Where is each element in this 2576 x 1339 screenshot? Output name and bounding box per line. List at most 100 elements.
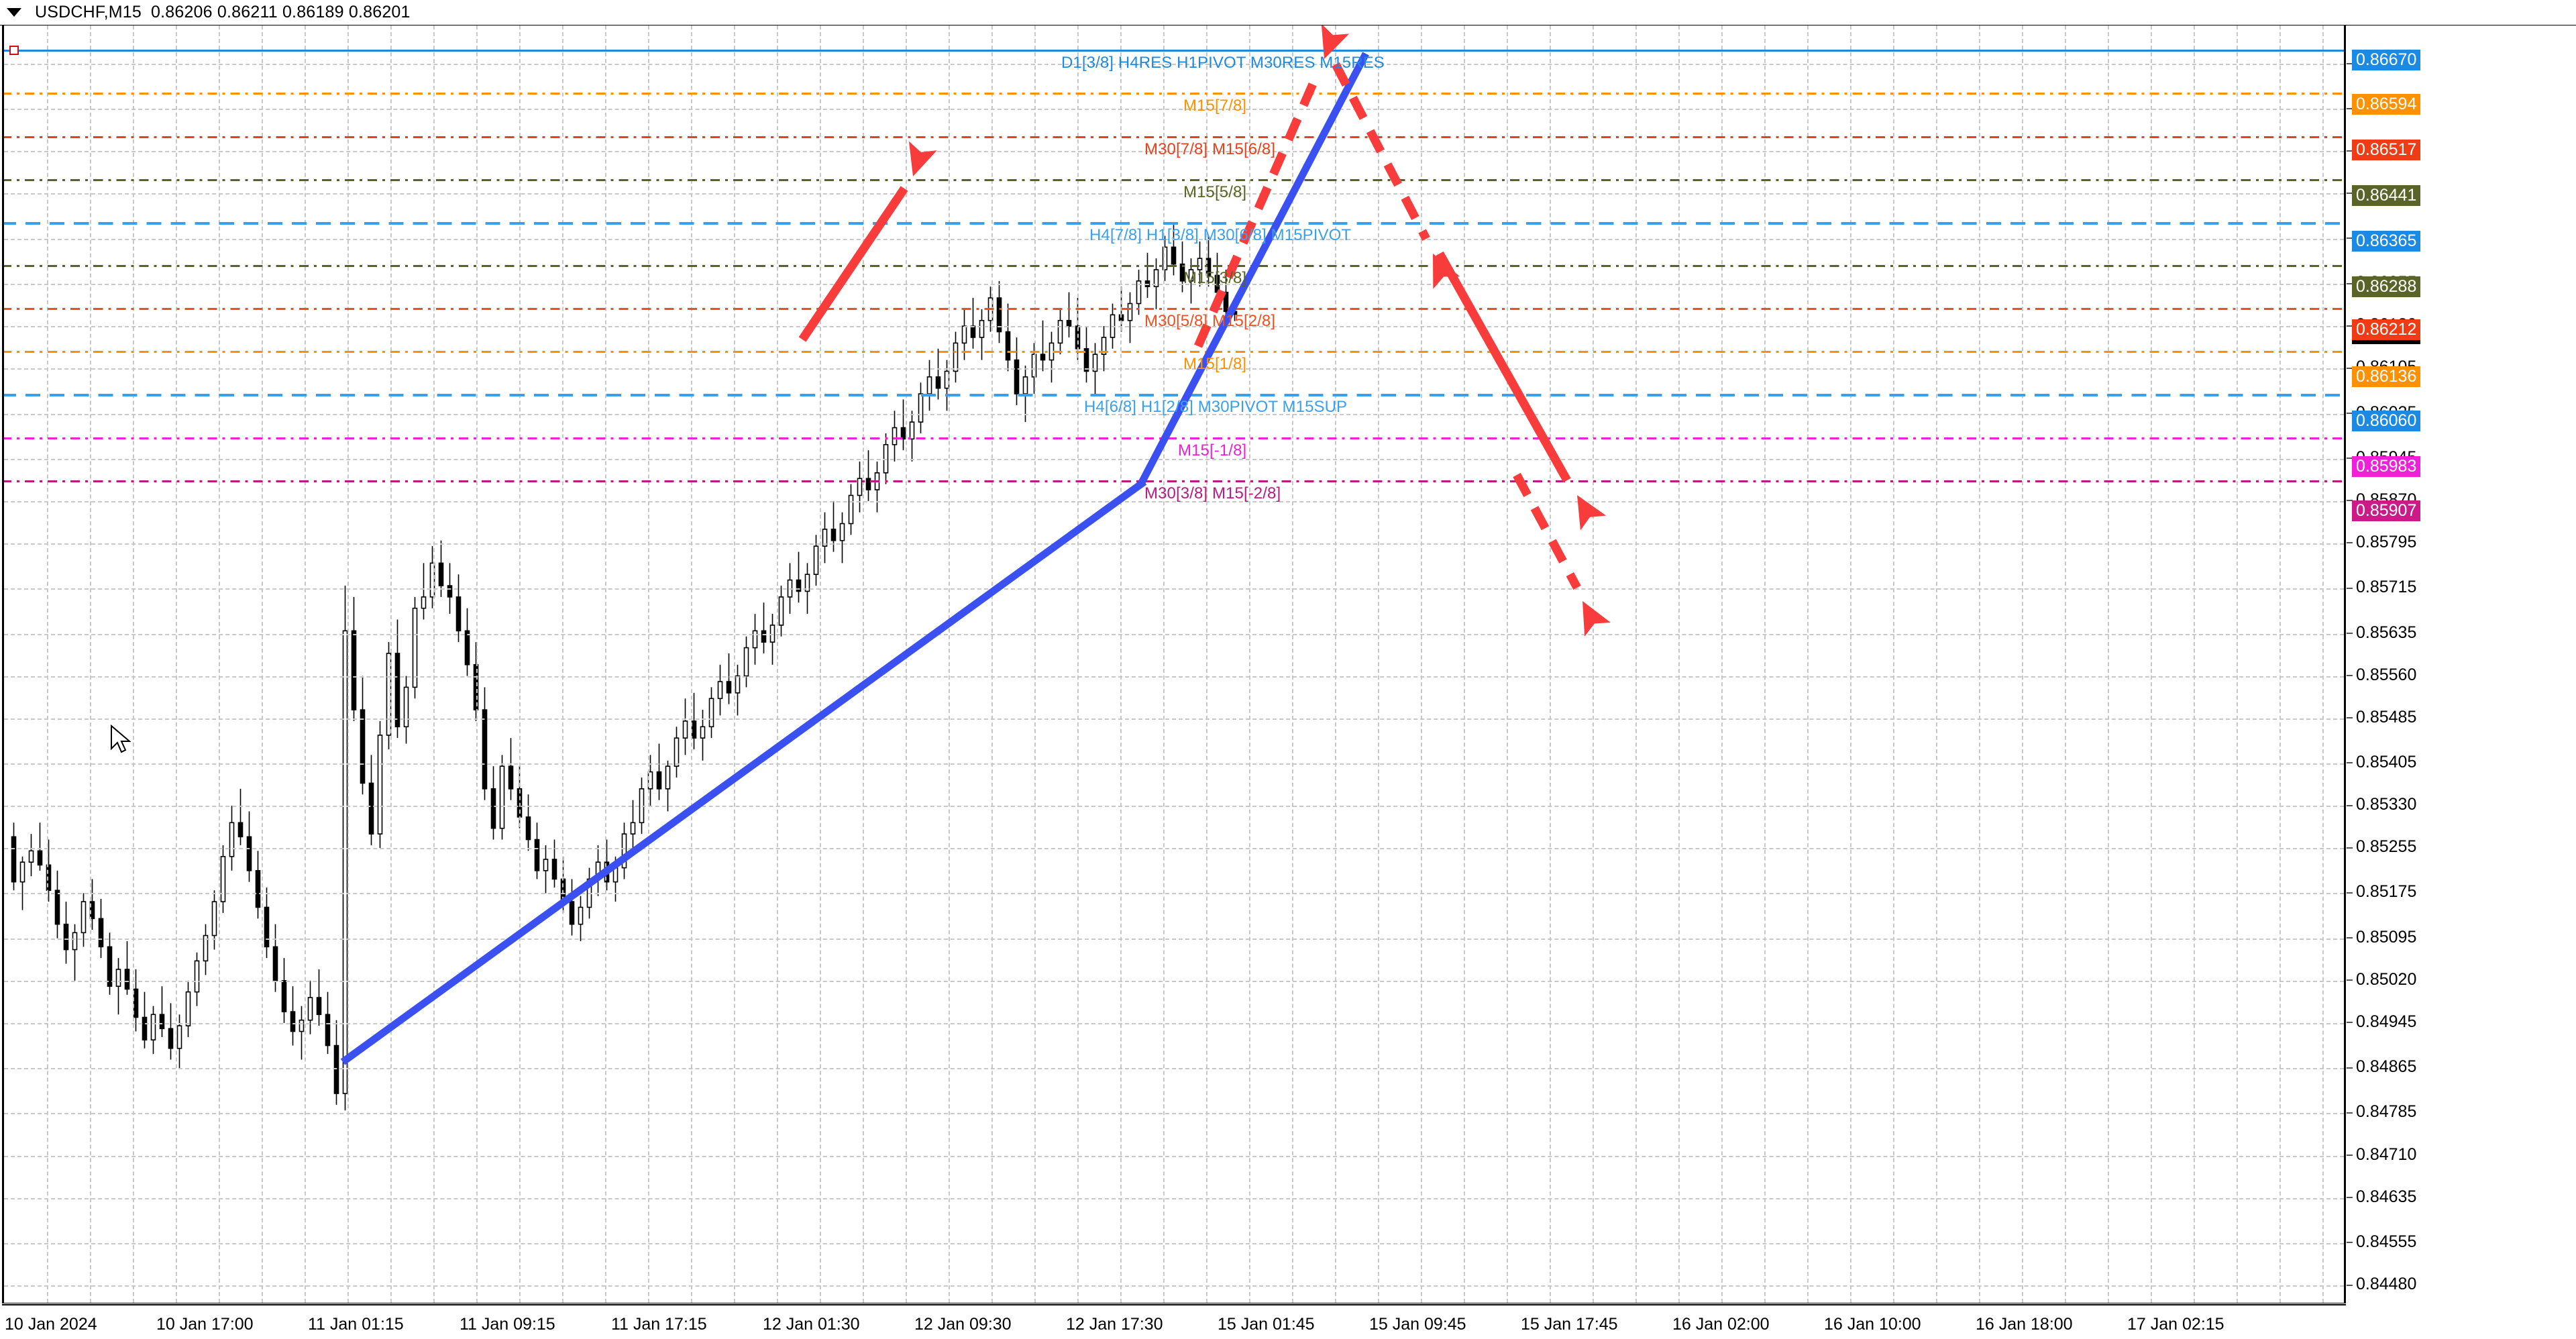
price-axis-tick: 0.85405 [2346, 752, 2417, 771]
grid-line-vertical [820, 25, 821, 1303]
candlestick [115, 958, 121, 1015]
grid-line-vertical [1249, 25, 1250, 1303]
grid-line-vertical [1678, 25, 1680, 1303]
grid-line-vertical [1120, 25, 1122, 1303]
candlestick [953, 331, 959, 383]
price-axis-tick: 0.85560 [2346, 665, 2417, 684]
grid-line-vertical [863, 25, 864, 1303]
candlestick [1040, 320, 1046, 372]
candlestick [935, 348, 941, 400]
murrey-level-label: M15[1/8] [1183, 355, 1247, 374]
time-scale[interactable]: 10 Jan 2024 10 Jan 17:00 11 Jan 01:15 11 Ja… [2, 1304, 2346, 1339]
symbol-timeframe-label: USDCHF,M15 [35, 3, 142, 21]
candlestick [1057, 309, 1063, 355]
candlestick [37, 822, 43, 871]
grid-line-vertical [219, 25, 220, 1303]
grid-line-horizontal [4, 763, 2344, 765]
grid-line-horizontal [4, 1022, 2344, 1024]
grid-line-vertical [2151, 25, 2152, 1303]
grid-line-vertical [1507, 25, 1508, 1303]
level-price-label: 0.86365 [2352, 231, 2421, 252]
chart-title-bar: USDCHF,M15 0.86206 0.86211 0.86189 0.862… [0, 0, 2576, 25]
grid-line-vertical [991, 25, 993, 1303]
grid-line-vertical [1893, 25, 1894, 1303]
trendline-handle[interactable] [9, 46, 19, 55]
grid-line-vertical [1378, 25, 1379, 1303]
price-scale[interactable]: 0.866450.865650.864900.864150.863350.862… [2346, 25, 2576, 1303]
candlestick [290, 986, 296, 1046]
price-axis-tick: 0.85330 [2346, 795, 2417, 814]
murrey-level-label: M30[3/8] M15[-2/8] [1144, 484, 1281, 502]
murrey-level-line [4, 265, 2344, 268]
grid-line-horizontal [4, 938, 2344, 940]
grid-line-vertical [1593, 25, 1594, 1303]
level-price-label: 0.86136 [2352, 366, 2421, 388]
grid-line-vertical [562, 25, 564, 1303]
candlestick [46, 839, 52, 902]
grid-line-vertical [476, 25, 478, 1303]
caret-down-icon[interactable] [7, 8, 21, 17]
level-price-label: 0.86517 [2352, 140, 2421, 161]
murrey-level-line [4, 221, 2344, 225]
price-axis-tick: 0.85175 [2346, 882, 2417, 902]
time-axis-tick: 16 Jan 18:00 [1976, 1315, 2073, 1334]
grid-line-horizontal [4, 676, 2344, 678]
time-axis-tick: 15 Jan 17:45 [1521, 1315, 1618, 1334]
candlestick [72, 924, 78, 981]
grid-line-vertical [519, 25, 521, 1303]
price-axis-tick: 0.84635 [2346, 1187, 2417, 1206]
grid-line-horizontal [4, 543, 2344, 545]
candlestick [996, 280, 1002, 343]
candlestick [142, 992, 148, 1049]
grid-line-vertical [1721, 25, 1723, 1303]
grid-line-vertical [605, 25, 606, 1303]
grid-line-horizontal [4, 193, 2344, 195]
grid-line-horizontal [4, 284, 2344, 286]
grid-line-vertical [1979, 25, 1980, 1303]
grid-line-vertical [1550, 25, 1551, 1303]
grid-line-vertical [2022, 25, 2023, 1303]
candlestick [211, 890, 217, 950]
grid-line-vertical [2108, 25, 2109, 1303]
candlestick [194, 952, 200, 1006]
time-axis-tick: 11 Jan 01:15 [308, 1315, 404, 1334]
candlestick [229, 806, 235, 871]
murrey-level-line [4, 351, 2344, 354]
grid-line-horizontal [4, 1242, 2344, 1244]
time-axis-tick: 15 Jan 09:45 [1369, 1315, 1466, 1334]
price-plot[interactable]: D1[3/8] H4RES H1PIVOT M30RES M15RES M15[7… [2, 25, 2346, 1303]
current-price-label: 0.86212 [2352, 319, 2421, 345]
level-price-label: 0.86594 [2352, 94, 2421, 115]
murrey-level-line [4, 178, 2344, 181]
grid-line-vertical [1292, 25, 1293, 1303]
murrey-level-label: H4[7/8] H1[3/8] M30[6/8] M15PIVOT [1089, 225, 1352, 244]
time-axis-tick: 11 Jan 09:15 [460, 1315, 555, 1334]
price-axis-tick: 0.84480 [2346, 1275, 2417, 1293]
price-axis-tick: 0.85715 [2346, 578, 2417, 597]
candlestick [150, 1006, 156, 1055]
murrey-level-label: M15[5/8] [1183, 182, 1247, 201]
ohlc-values-label: 0.86206 0.86211 0.86189 0.86201 [150, 3, 411, 21]
grid-line-vertical [390, 25, 392, 1303]
grid-line-vertical [2237, 25, 2238, 1303]
grid-line-vertical [648, 25, 649, 1303]
grid-line-vertical [1421, 25, 1422, 1303]
murrey-level-line [4, 308, 2344, 311]
grid-line-vertical [1464, 25, 1465, 1303]
grid-line-horizontal [4, 368, 2344, 370]
level-price-label: 0.85907 [2352, 500, 2421, 522]
time-axis-tick: 12 Jan 09:30 [914, 1315, 1012, 1334]
grid-line-horizontal [4, 500, 2344, 502]
candlestick [11, 822, 17, 891]
grid-line-horizontal [4, 1197, 2344, 1199]
grid-line-vertical [1764, 25, 1766, 1303]
candlestick [246, 811, 252, 882]
time-axis-tick: 10 Jan 17:00 [156, 1315, 254, 1334]
price-axis-tick: 0.84865 [2346, 1057, 2417, 1077]
candlestick [307, 980, 313, 1034]
candlestick [255, 851, 261, 919]
grid-line-vertical [133, 25, 134, 1303]
murrey-level-line [4, 50, 2344, 52]
chart-area[interactable]: D1[3/8] H4RES H1PIVOT M30RES M15RES M15[7… [0, 25, 2576, 1339]
